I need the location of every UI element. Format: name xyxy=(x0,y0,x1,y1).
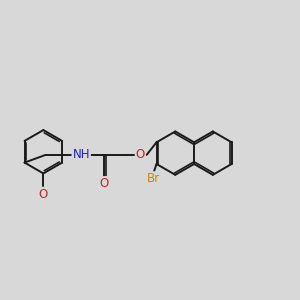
Text: O: O xyxy=(99,177,109,190)
Text: O: O xyxy=(39,188,48,201)
Text: O: O xyxy=(136,148,145,161)
Text: Br: Br xyxy=(147,172,160,185)
Text: NH: NH xyxy=(73,148,90,161)
